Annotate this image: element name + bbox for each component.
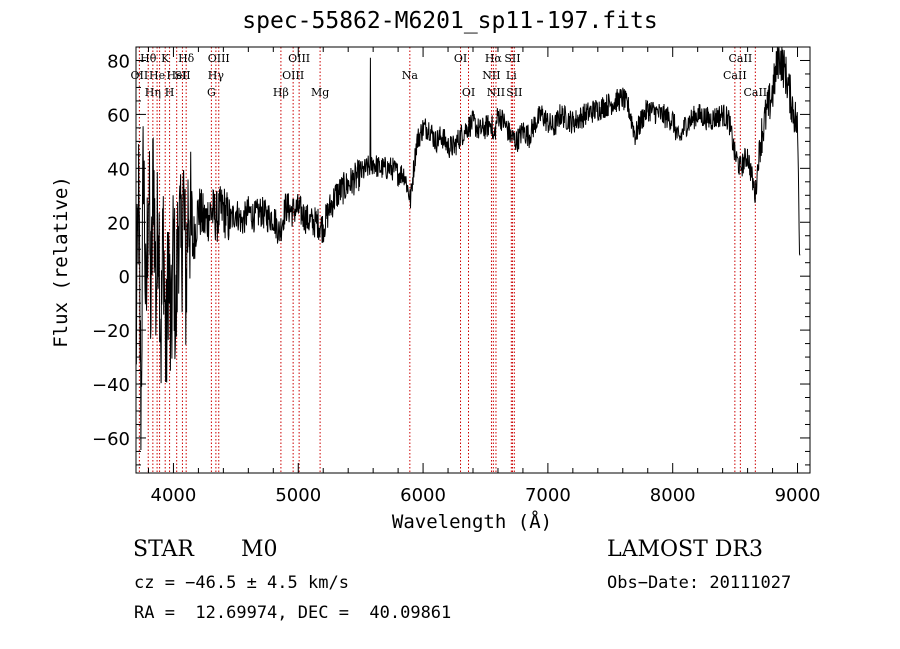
spectral-line-markers — [138, 47, 756, 473]
x-axis-label: Wavelength (Å) — [392, 510, 552, 533]
y-tick-label: −40 — [92, 375, 130, 396]
line-marker-label: Na — [402, 69, 419, 82]
y-tick-label: 40 — [107, 159, 130, 180]
x-tick-label: 6000 — [400, 485, 446, 506]
line-marker-label: He — [149, 69, 165, 82]
x-tick-label: 4000 — [151, 485, 197, 506]
line-marker-label: HeI — [166, 69, 186, 82]
line-marker-label: Hβ — [273, 86, 289, 99]
x-tick-label: 9000 — [775, 485, 821, 506]
y-tick-label: 20 — [107, 213, 130, 234]
line-marker-label: Hα — [485, 52, 503, 65]
line-marker-label: K — [161, 52, 170, 65]
line-marker-label: Mg — [311, 86, 329, 99]
line-marker-label: Hη — [145, 86, 161, 99]
spectrum-line — [135, 46, 801, 451]
line-marker-label: CaII — [723, 69, 747, 82]
line-marker-label: SII — [174, 69, 190, 82]
obs-date: Obs−Date: 20111027 — [607, 573, 792, 593]
line-marker-label: OIII — [282, 69, 304, 82]
line-marker-label: G — [207, 86, 216, 99]
object-subclass: M0 — [241, 537, 278, 562]
line-marker-label: H — [165, 86, 175, 99]
line-marker-label: NII — [482, 69, 500, 82]
y-tick-label: 0 — [119, 267, 130, 288]
line-marker-label: NII — [487, 86, 505, 99]
y-axis-label: Flux (relative) — [50, 176, 72, 348]
line-marker-label: OII — [131, 69, 149, 82]
coordinates-readout: RA = 12.69974, DEC = 40.09861 — [134, 603, 452, 623]
spectral-line-labels: OIIHθHηHeKHHeISIIHδGHγOIIIHβOIIIOIIIMgNa… — [131, 52, 768, 99]
object-class: STAR — [133, 537, 194, 562]
line-marker-label: SII — [504, 52, 520, 65]
survey-name: LAMOST DR3 — [607, 537, 763, 562]
y-tick-label: 80 — [107, 51, 130, 72]
x-tick-label: 7000 — [525, 485, 571, 506]
line-marker-label: CaII — [743, 86, 767, 99]
y-tick-label: −60 — [92, 429, 130, 450]
tick-labels: 4000 5000 6000 7000 8000 9000 −60 −40 −20 0 20 40 60… — [92, 51, 820, 506]
line-marker-label: OIII — [208, 52, 230, 65]
chart-title: spec-55862-M6201_sp11-197.fits — [242, 8, 658, 34]
line-marker-label: Li — [506, 69, 517, 82]
y-tick-label: 60 — [107, 105, 130, 126]
line-marker-label: CaII — [729, 52, 753, 65]
spectrum-series — [135, 46, 801, 451]
line-marker-label: Hδ — [178, 52, 195, 65]
line-marker-label: Hγ — [208, 69, 225, 82]
line-marker-label: Hθ — [140, 52, 157, 65]
line-marker-label: SII — [506, 86, 522, 99]
redshift-readout: cz = −46.5 ± 4.5 km/s — [134, 573, 349, 593]
line-marker-label: OIII — [288, 52, 310, 65]
line-marker-label: OI — [454, 52, 467, 65]
x-tick-label: 5000 — [275, 485, 321, 506]
x-tick-label: 8000 — [650, 485, 696, 506]
line-marker-label: OI — [462, 86, 475, 99]
tick-marks — [136, 47, 810, 473]
y-tick-label: −20 — [92, 321, 130, 342]
